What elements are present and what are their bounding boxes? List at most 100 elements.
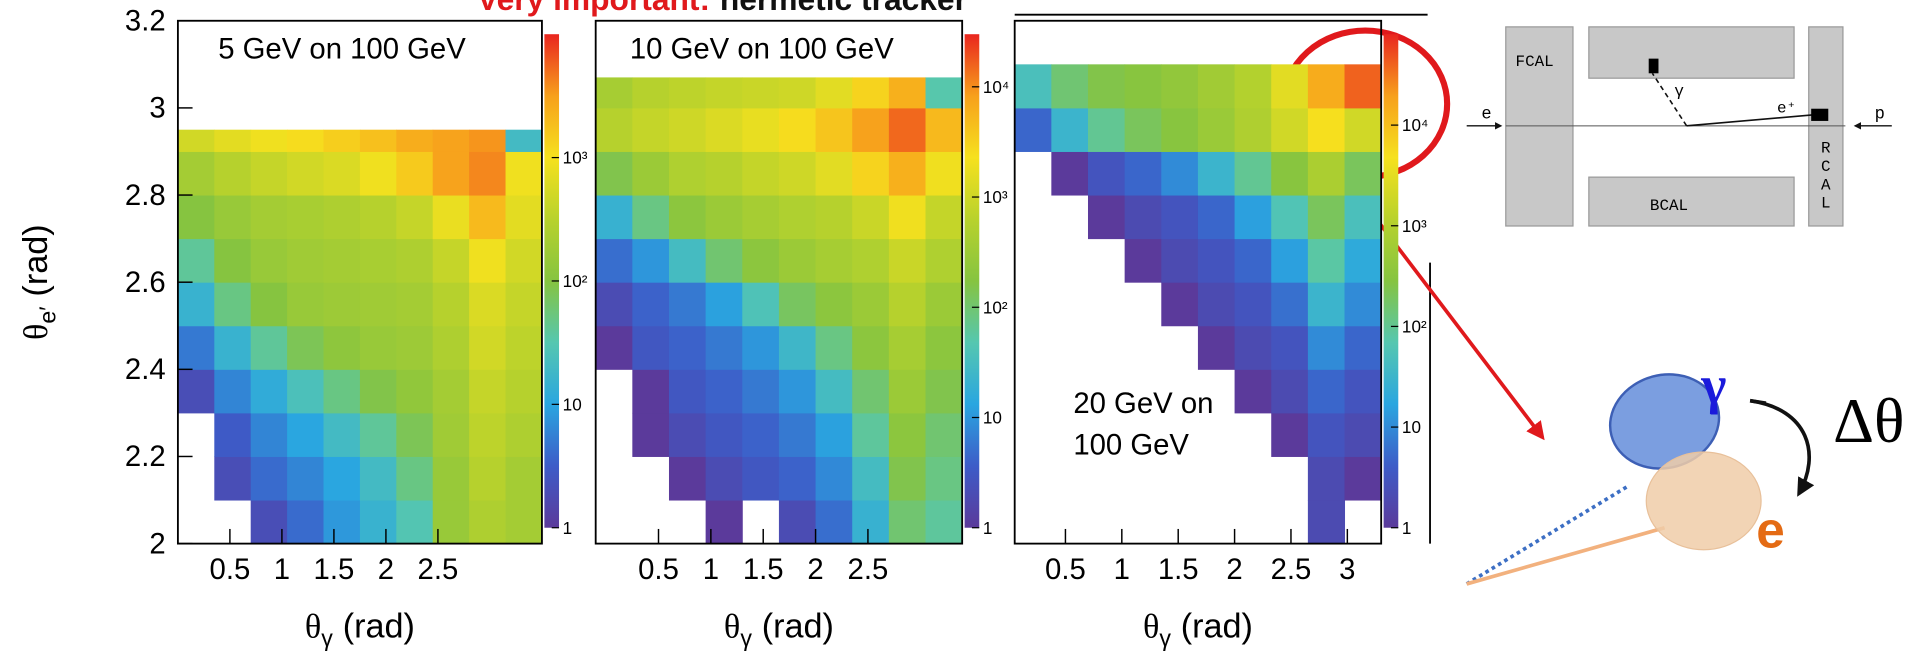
colorbar-tick-label: 10⁴: [983, 78, 1009, 97]
heatmap-cell: [925, 107, 963, 152]
heatmap-cell: [359, 500, 397, 545]
heatmap-cell: [469, 129, 507, 152]
heatmap-cell: [925, 195, 963, 240]
heatmap-cell: [778, 412, 817, 457]
heatmap-panel: 0.5 1 1.5 2 2.5 3 20 GeV on 100 GeV θγ (rad) 1 10 10…: [1013, 19, 1428, 651]
photon-line: [1465, 484, 1629, 586]
colorbar-tick-label: 10²: [983, 298, 1008, 317]
heatmap-cell: [323, 195, 361, 240]
heatmap-cell: [888, 369, 927, 414]
heatmap-cell: [1307, 195, 1346, 240]
heatmap-cell: [505, 456, 543, 501]
title-red: Very important:: [477, 0, 710, 17]
heatmap-cell: [1014, 64, 1052, 109]
heatmap-cell: [250, 456, 288, 501]
heatmap-cell: [432, 238, 470, 283]
heatmap-cell: [925, 412, 963, 457]
hit: [1811, 108, 1829, 121]
heatmap-cell: [505, 238, 543, 283]
panel-title: 20 GeV on: [1073, 387, 1213, 420]
heatmap-cell: [668, 412, 707, 457]
page-title: Very important: hermetic tracker: [477, 0, 967, 17]
heatmap-cell: [668, 369, 707, 414]
x-tick-label: 2.5: [1271, 553, 1312, 586]
heatmap-cell: [1271, 151, 1309, 196]
heatmap-cell: [214, 195, 252, 240]
heatmap-cell: [1234, 325, 1272, 370]
heatmap-cell: [287, 412, 325, 457]
colorbar-tick-label: 10: [563, 395, 582, 414]
heatmap-cell: [359, 282, 397, 327]
heatmap-cell: [177, 151, 215, 196]
heatmap-cell: [214, 238, 252, 283]
heatmap-cell: [742, 282, 780, 327]
heatmap-cell: [595, 238, 633, 283]
heatmap-cell: [1051, 151, 1089, 196]
fcal-block: [1505, 26, 1574, 227]
heatmap-cell: [469, 195, 507, 240]
heatmap-cell: [595, 282, 633, 327]
heatmap-cell: [705, 456, 743, 501]
label-unit: (rad): [1181, 608, 1253, 646]
heatmap-cell: [925, 500, 963, 545]
colorbar-tick-label: 1: [563, 519, 573, 538]
heatmap-cell: [214, 151, 252, 196]
rcal-letter: C: [1821, 158, 1831, 176]
heatmap-cell: [1161, 195, 1199, 240]
heatmap-cell: [1197, 107, 1236, 152]
heatmap-cell: [505, 500, 543, 545]
heatmap-cell: [1271, 238, 1309, 283]
label-unit: (rad): [762, 608, 834, 646]
label-symbol: θ: [18, 324, 55, 340]
heatmap-cell: [778, 195, 817, 240]
heatmap-cell: [432, 282, 470, 327]
heatmap-panel: 0.5 1 1.5 2 2.5 2 2.2 2.4 2.6 2.8 3 3.2 5 GeV on 100…: [17, 5, 588, 652]
heatmap-cell: [1344, 64, 1382, 109]
label-subscript: γ: [321, 625, 333, 651]
heatmap-cell: [888, 195, 927, 240]
heatmap-cell: [177, 369, 215, 414]
heatmap-cell: [1197, 325, 1236, 370]
x-tick-label: 3: [1339, 553, 1355, 586]
heatmap-cell: [815, 238, 853, 283]
heatmap-cell: [396, 500, 434, 545]
heatmap-cell: [432, 325, 470, 370]
heatmap-cell: [1124, 151, 1162, 196]
heatmap-cell: [778, 369, 817, 414]
heatmap-cell: [214, 456, 252, 501]
heatmap-cell: [705, 195, 743, 240]
heatmap-cell: [1307, 325, 1346, 370]
heatmap-cell: [323, 151, 361, 196]
heatmap-cell: [359, 195, 397, 240]
heatmap-cell: [1124, 64, 1162, 109]
x-tick-label: 1.5: [314, 553, 355, 586]
angle-arrow: [1749, 398, 1767, 405]
heatmap-cell: [214, 129, 252, 152]
heatmap-cell: [1051, 107, 1089, 152]
heatmap-cell: [1271, 369, 1309, 414]
heatmap-cell: [742, 107, 780, 152]
heatmap-cell: [1087, 151, 1126, 196]
electron-line: [1466, 525, 1666, 586]
heatmap-cell: [815, 195, 853, 240]
heatmap-cell: [632, 238, 670, 283]
heatmap-cell: [1161, 238, 1199, 283]
proton-label: p: [1875, 105, 1885, 124]
heatmap-cell: [469, 500, 507, 545]
heatmap-cell: [1307, 282, 1346, 327]
x-tick-label: 1: [1114, 553, 1130, 586]
heatmap-cell: [1234, 369, 1272, 414]
heatmap-cell: [705, 107, 743, 152]
heatmap-cell: [595, 195, 633, 240]
heatmap-cell: [632, 282, 670, 327]
y-tick-label: 2.6: [125, 266, 166, 299]
heatmap-cell: [1344, 107, 1382, 152]
heatmap-cell: [705, 282, 743, 327]
heatmap-cell: [595, 151, 633, 196]
heatmap-cell: [177, 195, 215, 240]
heatmap-cell: [396, 151, 434, 196]
heatmap-cell: [250, 129, 288, 152]
bcal-label: BCAL: [1650, 197, 1688, 215]
heatmap-cell: [705, 77, 743, 109]
heatmap-cell: [668, 325, 707, 370]
